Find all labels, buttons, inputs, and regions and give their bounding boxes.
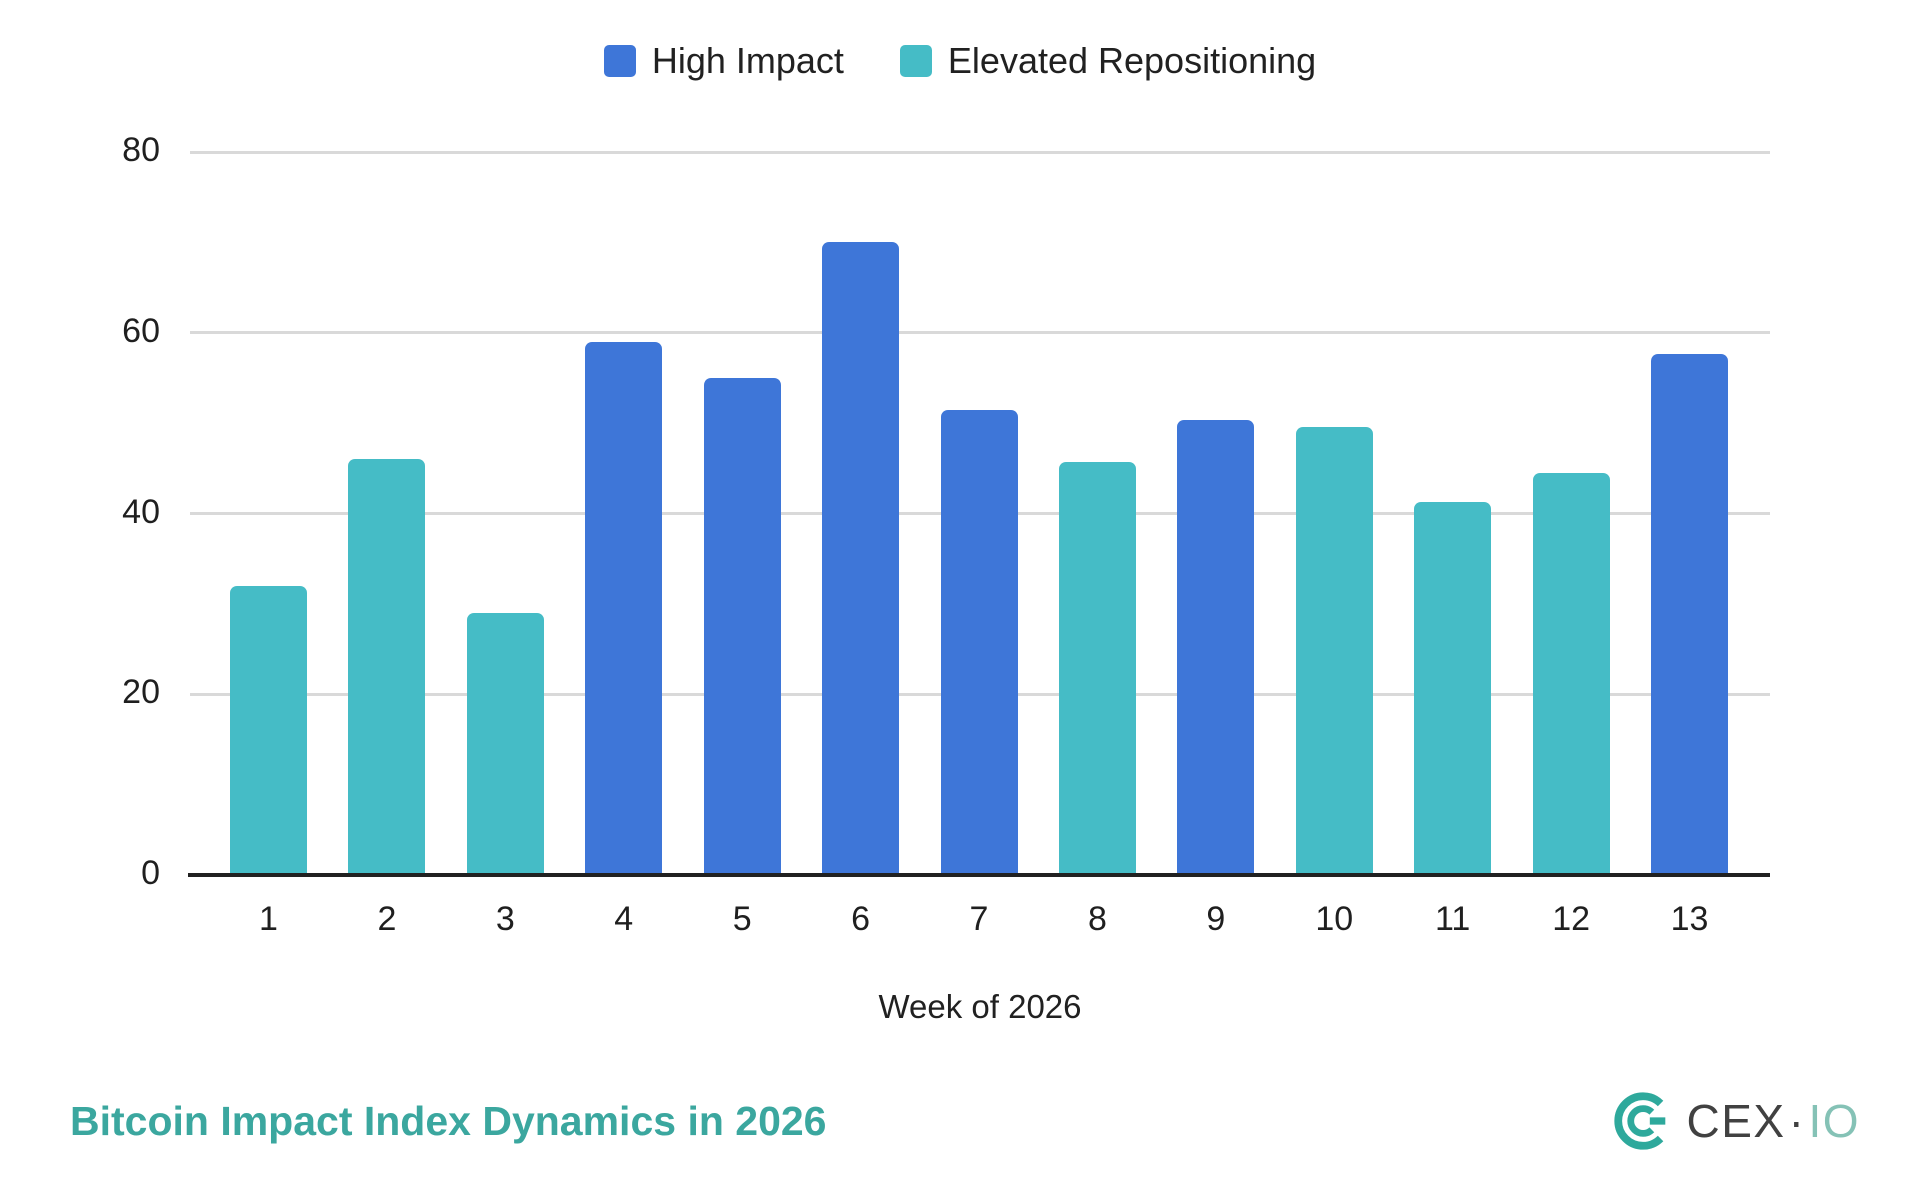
y-axis-label-80: 80 bbox=[122, 131, 160, 169]
bar-week-13 bbox=[1651, 354, 1729, 875]
x-axis-label-13: 13 bbox=[1670, 900, 1709, 938]
y-axis-label-0: 0 bbox=[141, 854, 160, 892]
y-axis-label-40: 40 bbox=[122, 492, 160, 531]
bar-week-11 bbox=[1414, 501, 1492, 875]
x-axis-label-8: 8 bbox=[1087, 900, 1107, 938]
logo-brand: CEX bbox=[1686, 1095, 1786, 1147]
x-axis-label-7: 7 bbox=[969, 900, 989, 938]
x-axis-label-1: 1 bbox=[259, 900, 278, 938]
y-axis-label-60: 60 bbox=[122, 311, 160, 350]
bar-week-12 bbox=[1532, 472, 1610, 875]
logo-separator: · bbox=[1788, 1095, 1806, 1147]
x-axis-label-6: 6 bbox=[851, 900, 871, 938]
x-axis-baseline bbox=[188, 873, 1770, 877]
x-axis-title: Week of 2026 bbox=[878, 988, 1082, 1025]
bar-week-9 bbox=[1177, 420, 1255, 875]
legend-swatch-icon bbox=[899, 45, 932, 77]
x-axis-label-10: 10 bbox=[1315, 900, 1354, 938]
bar-week-2 bbox=[348, 459, 426, 875]
legend-label: Elevated Repositioning bbox=[947, 40, 1317, 81]
x-axis-label-5: 5 bbox=[732, 900, 752, 938]
bar-week-1 bbox=[230, 585, 307, 875]
logo-suffix: IO bbox=[1808, 1095, 1860, 1147]
cexio-logo-text: CEX·IO bbox=[1687, 1094, 1860, 1148]
legend-label: High Impact bbox=[651, 40, 844, 81]
x-axis-label-9: 9 bbox=[1206, 900, 1226, 938]
bar-week-7 bbox=[940, 409, 1018, 875]
x-axis-label-3: 3 bbox=[495, 900, 515, 938]
y-axis-label-20: 20 bbox=[122, 673, 160, 712]
gridline-y60 bbox=[190, 331, 1770, 335]
gridline-y80 bbox=[190, 150, 1770, 154]
bar-week-8 bbox=[1058, 461, 1136, 875]
bar-week-3 bbox=[466, 612, 544, 875]
cexio-logo-mark-icon bbox=[1613, 1092, 1665, 1150]
x-axis-label-12: 12 bbox=[1552, 900, 1591, 938]
bar-week-5 bbox=[703, 377, 781, 875]
bar-week-6 bbox=[822, 242, 900, 875]
bar-week-10 bbox=[1295, 426, 1373, 875]
legend: High Impact Elevated Repositioning bbox=[0, 40, 1920, 82]
legend-swatch-icon bbox=[603, 45, 636, 77]
x-axis-label-2: 2 bbox=[377, 900, 397, 938]
x-axis-label-4: 4 bbox=[614, 900, 634, 938]
legend-item-1: Elevated Repositioning bbox=[899, 40, 1317, 82]
legend-item-0: High Impact bbox=[603, 40, 844, 82]
cexio-logo: CEX·IO bbox=[1613, 1090, 1860, 1152]
chart-title: Bitcoin Impact Index Dynamics in 2026 bbox=[70, 1098, 827, 1144]
x-axis-label-11: 11 bbox=[1435, 900, 1471, 938]
bar-week-4 bbox=[585, 341, 663, 875]
